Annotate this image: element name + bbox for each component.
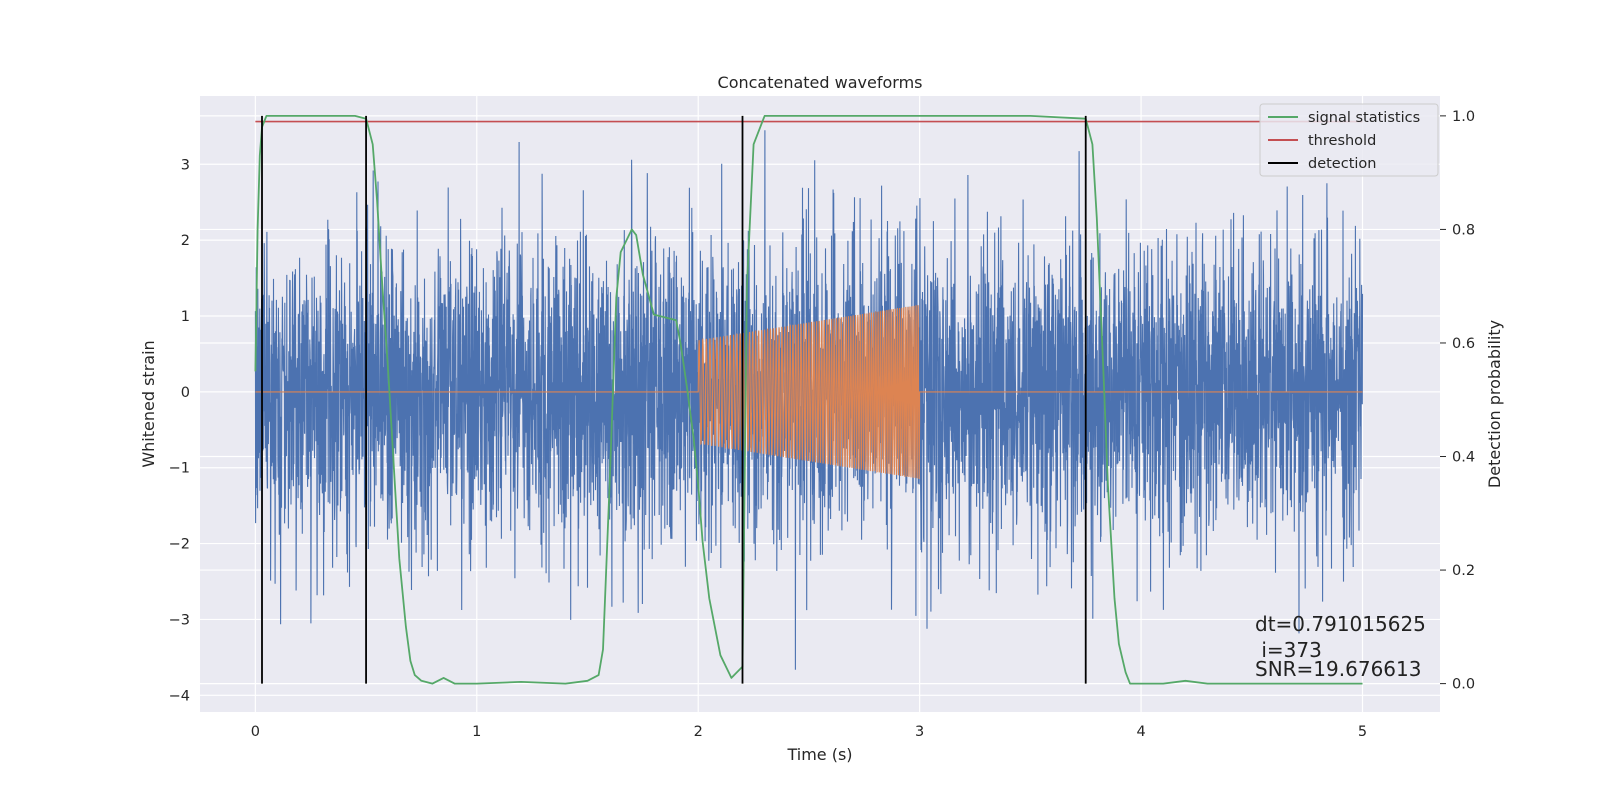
- x-axis-title: Time (s): [786, 745, 852, 764]
- legend-box: [1259, 103, 1439, 177]
- ticks-layer: 0 1 2 3 4 5 −4 −3 −2 −1 0 1 2 3 0.0 0.2 0.4 0.6 0.8 1.0: [169, 109, 1475, 740]
- y-tick-label: −1: [169, 461, 190, 477]
- y-tick-label: −4: [169, 688, 190, 704]
- x-tick-label: 0: [251, 724, 260, 740]
- annotation-snr: SNR=19.676613: [1255, 657, 1421, 681]
- legend-label-detection: detection: [1308, 156, 1376, 172]
- strain-noise-line: [254, 130, 1364, 670]
- y2-tick-label: 0.6: [1452, 336, 1475, 352]
- legend: signal statistics threshold detection: [1259, 103, 1439, 177]
- y-tick-label: 0: [181, 385, 190, 401]
- y-tick-label: −3: [169, 612, 190, 628]
- y-tick-label: 1: [181, 309, 190, 325]
- y-tick-label: 3: [181, 157, 190, 173]
- x-tick-label: 5: [1358, 724, 1367, 740]
- x-tick-label: 2: [694, 724, 703, 740]
- annotations: dt=0.791015625 i=373 SNR=19.676613: [1255, 612, 1426, 681]
- series-layer: [254, 115, 1364, 685]
- y-tick-label: −2: [169, 537, 190, 553]
- y-tick-label: 2: [181, 233, 190, 249]
- legend-label-signal-statistics: signal statistics: [1308, 110, 1420, 126]
- y2-tick-label: 1.0: [1452, 109, 1475, 125]
- y-axis-title: Whitened strain: [139, 340, 158, 467]
- x-tick-label: 3: [915, 724, 924, 740]
- annotation-dt: dt=0.791015625: [1255, 612, 1426, 636]
- y2-axis-title: Detection probability: [1485, 320, 1504, 488]
- legend-label-threshold: threshold: [1308, 133, 1376, 149]
- x-tick-label: 1: [472, 724, 481, 740]
- y2-tick-label: 0.4: [1452, 450, 1475, 466]
- x-tick-label: 4: [1136, 724, 1145, 740]
- chart-title: Concatenated waveforms: [718, 73, 923, 92]
- y2-tick-label: 0.0: [1452, 677, 1475, 693]
- y2-tick-label: 0.2: [1452, 563, 1475, 579]
- signal-statistics-line: [254, 115, 1363, 685]
- y2-tick-label: 0.8: [1452, 222, 1475, 238]
- annotation-index: i=373: [1255, 638, 1322, 662]
- chirp-waveform-line: [255, 304, 1363, 480]
